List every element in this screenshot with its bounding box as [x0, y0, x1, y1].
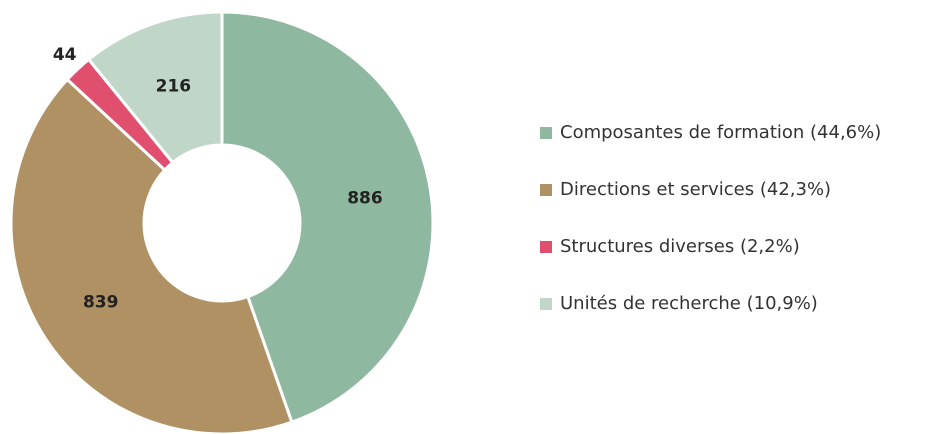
data-label: 886: [347, 189, 383, 209]
data-label: 216: [156, 76, 192, 96]
legend-label: Structures diverses (2,2%): [560, 236, 800, 257]
data-label: 44: [53, 45, 77, 65]
donut-slice: [9, 77, 294, 434]
donut-slice: [86, 10, 224, 165]
legend-swatch: [540, 298, 552, 310]
legend-swatch: [540, 127, 552, 139]
legend-label: Composantes de formation (44,6%): [560, 122, 881, 143]
legend-swatch: [540, 241, 552, 253]
legend-swatch: [540, 184, 552, 196]
data-label: 839: [83, 292, 119, 312]
donut-slice: [220, 10, 435, 425]
legend-label: Unités de recherche (10,9%): [560, 293, 818, 314]
legend-label: Directions et services (42,3%): [560, 179, 831, 200]
